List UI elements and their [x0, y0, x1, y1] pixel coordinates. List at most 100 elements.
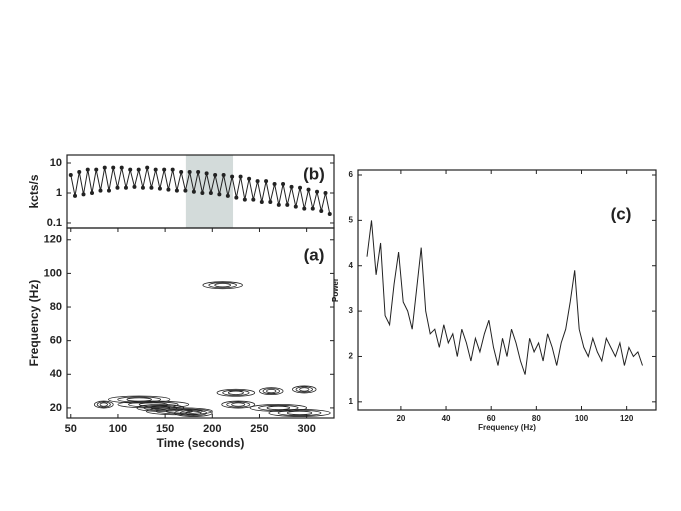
y-tick-label: 3: [349, 306, 354, 315]
data-point: [140, 185, 145, 190]
data-point: [276, 202, 281, 207]
y-tick-label: 40: [50, 368, 62, 380]
contour: [208, 282, 237, 289]
contour: [93, 400, 114, 409]
data-point: [208, 190, 213, 195]
panel-label: (b): [303, 164, 325, 183]
data-point: [174, 188, 179, 193]
data-point: [327, 211, 332, 216]
data-point: [251, 197, 256, 202]
y-tick-label: 80: [50, 301, 62, 313]
contour: [128, 401, 179, 408]
data-point: [323, 190, 328, 195]
y-axis-label: kcts/s: [27, 174, 41, 208]
data-point: [179, 170, 184, 175]
panel-label: (c): [611, 204, 632, 223]
plot-frame: [357, 169, 657, 411]
contour: [266, 405, 291, 411]
x-tick-label: 150: [156, 423, 174, 435]
data-point: [115, 185, 120, 190]
data-point: [217, 192, 222, 197]
data-point: [315, 189, 320, 194]
y-axis-label: Power: [331, 278, 340, 302]
data-point: [298, 185, 303, 190]
y-tick-label: 5: [349, 215, 354, 224]
data-point: [157, 186, 162, 191]
contour: [259, 387, 284, 395]
data-point: [153, 167, 158, 172]
y-axis-label: Frequency (Hz): [27, 280, 41, 367]
x-tick-label: 50: [65, 423, 77, 435]
contour: [96, 401, 111, 408]
contour: [222, 389, 250, 396]
x-tick-label: 20: [396, 414, 405, 423]
data-point: [90, 190, 95, 195]
y-tick-label: 1: [56, 187, 62, 199]
x-tick-label: 100: [575, 414, 589, 423]
data-point: [106, 188, 111, 193]
data-point: [259, 200, 264, 205]
data-point: [285, 202, 290, 207]
data-point: [145, 165, 150, 170]
data-point: [81, 192, 86, 197]
x-tick-label: 300: [297, 423, 315, 435]
data-point: [255, 179, 260, 184]
data-point: [136, 167, 141, 172]
data-point: [98, 188, 103, 193]
data-point: [132, 184, 137, 189]
plot-frame: [66, 227, 335, 419]
data-point: [302, 206, 307, 211]
contour: [231, 402, 246, 407]
data-point: [221, 172, 226, 177]
contour: [262, 388, 280, 395]
data-point: [128, 167, 133, 172]
data-point: [238, 174, 243, 179]
y-tick-label: 60: [50, 335, 62, 347]
data-point: [102, 165, 107, 170]
contour: [277, 409, 322, 416]
data-point: [264, 179, 269, 184]
data-point: [247, 176, 252, 181]
contour: [99, 402, 108, 407]
series-line: [366, 220, 643, 375]
x-tick-label: 80: [532, 414, 541, 423]
data-point: [319, 209, 324, 214]
data-point: [310, 206, 315, 211]
x-tick-label: 200: [203, 423, 221, 435]
data-point: [166, 187, 171, 192]
data-point: [77, 170, 82, 175]
y-tick-label: 100: [44, 267, 62, 279]
contour: [214, 283, 231, 288]
contour: [226, 401, 251, 408]
y-tick-label: 6: [349, 170, 354, 179]
y-tick-label: 4: [349, 261, 354, 270]
data-point: [234, 195, 239, 200]
data-point: [94, 167, 99, 172]
data-point: [183, 188, 188, 193]
data-point: [281, 181, 286, 186]
contour: [174, 409, 213, 417]
data-point: [306, 187, 311, 192]
data-point: [149, 185, 154, 190]
contour: [185, 410, 202, 416]
data-point: [293, 204, 298, 209]
data-point: [268, 200, 273, 205]
series-line: [70, 167, 331, 215]
y-tick-label: 2: [349, 352, 354, 361]
x-tick-label: 100: [109, 423, 127, 435]
contour: [295, 386, 313, 393]
y-tick-label: 10: [50, 157, 62, 169]
data-point: [204, 171, 209, 176]
y-tick-label: 120: [44, 234, 62, 246]
data-point: [111, 165, 116, 170]
data-point: [119, 165, 124, 170]
data-point: [85, 167, 90, 172]
y-tick-label: 0.1: [47, 217, 62, 229]
data-point: [272, 181, 277, 186]
data-point: [73, 193, 78, 198]
x-axis-label: Time (seconds): [157, 436, 245, 450]
y-tick-label: 1: [349, 397, 354, 406]
x-axis-label: Frequency (Hz): [478, 423, 536, 432]
data-point: [196, 170, 201, 175]
